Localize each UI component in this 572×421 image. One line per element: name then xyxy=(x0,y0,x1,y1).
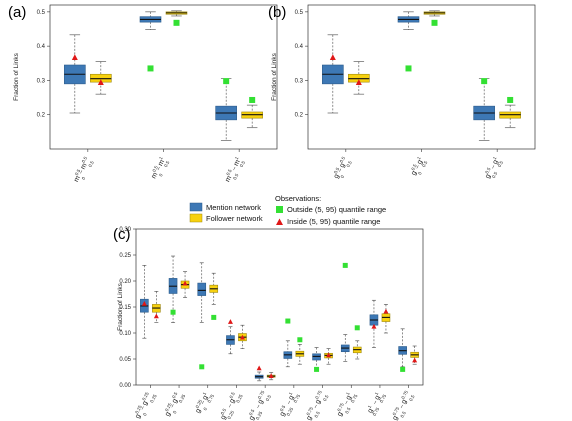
y-tick-label: 0.2 xyxy=(37,113,46,119)
x-tick-label: m0.50 – m0.50.5 xyxy=(71,155,95,185)
observation-outside xyxy=(400,366,406,372)
x-tick-label: m0.50.5 – m10.5 xyxy=(223,155,247,185)
y-tick-label: 0.20 xyxy=(119,279,131,285)
legend-label-inside: Inside (5, 95) quantile range xyxy=(287,217,380,226)
x-tick-label: g0.50.25 – g0.50.25 xyxy=(218,389,244,421)
y-tick-label: 0.05 xyxy=(119,357,131,363)
legend-title: Observations: xyxy=(275,194,321,203)
observation-outside xyxy=(147,65,154,72)
y-tick-label: 0.3 xyxy=(37,78,46,84)
observation-inside xyxy=(227,319,233,324)
legend-label-outside: Outside (5, 95) quantile range xyxy=(287,205,386,214)
observation-outside xyxy=(342,262,348,268)
y-axis-label: Fraction of Links xyxy=(117,282,124,330)
y-tick-label: 0.30 xyxy=(119,227,131,233)
x-tick-label: g0.250 – g0.250.25 xyxy=(132,389,157,421)
legend-label-mention: Mention network xyxy=(206,203,261,212)
x-tick-label: g0.50.5 – g10.5 xyxy=(482,155,504,181)
y-tick-label: 0.10 xyxy=(119,331,131,337)
y-tick-label: 0.25 xyxy=(119,253,131,259)
legend-swatch-mention xyxy=(189,202,203,212)
observation-inside xyxy=(268,373,274,379)
observation-outside xyxy=(173,19,180,26)
observation-inside xyxy=(182,280,188,286)
panel-b: (b) 0.2 0.3 0.4 0.5 Fraction of Links g0.50 – … xyxy=(268,4,536,181)
observation-inside xyxy=(153,313,159,319)
panel-label: (c) xyxy=(113,226,131,243)
legend: Mention network Follower network Observa… xyxy=(189,194,386,226)
observation-outside xyxy=(170,309,176,315)
observation-outside xyxy=(481,78,488,85)
panel-c: (c) 0.00 0.05 0.10 0.15 0.20 0.25 0.30 Fraction … xyxy=(113,226,424,421)
observation-outside xyxy=(199,364,205,370)
x-tick-label: g0.50 – g0.50.5 xyxy=(331,155,353,181)
x-tick-label: g0.750.5 – g10.75 xyxy=(334,389,358,419)
y-tick-label: 0.3 xyxy=(295,78,304,84)
y-axis-label: Fraction of Links xyxy=(271,52,278,100)
x-tick-label: m0.50 – m10.5 xyxy=(149,155,171,182)
x-tick-label: g0.250 – g10.75 xyxy=(193,389,216,416)
observation-inside xyxy=(71,54,78,60)
observation-outside xyxy=(249,96,256,103)
observation-outside xyxy=(314,366,320,372)
panel-label: (a) xyxy=(8,4,26,21)
y-tick-label: 0.4 xyxy=(295,44,304,50)
observation-outside xyxy=(297,337,303,343)
observation-inside xyxy=(371,323,377,329)
x-tick-label: g0.750.5 – g0.750.5 xyxy=(390,389,416,421)
x-tick-label: g10.75 – g10.75 xyxy=(365,389,388,416)
observation-outside xyxy=(211,314,217,320)
y-tick-label: 0.5 xyxy=(295,10,304,16)
plot-frame xyxy=(135,228,424,386)
observation-inside xyxy=(256,365,262,371)
panel-label: (b) xyxy=(268,4,286,21)
observation-outside xyxy=(223,78,230,85)
y-tick-label: 0.2 xyxy=(295,113,304,119)
x-tick-label: g0.250 – g0.50.25 xyxy=(162,389,186,419)
observation-inside xyxy=(239,334,245,340)
x-tick-label: g0.750.5 – g0.750.5 xyxy=(304,389,330,421)
observation-inside xyxy=(383,308,389,314)
y-tick-label: 0.5 xyxy=(37,10,46,16)
y-tick-label: 0.15 xyxy=(119,305,131,311)
observation-inside xyxy=(97,79,104,85)
observation-inside xyxy=(355,79,362,85)
box-mention xyxy=(197,282,207,296)
y-tick-label: 0.00 xyxy=(119,383,131,389)
x-tick-label: g0.50 – g10.5 xyxy=(409,155,430,178)
observation-inside xyxy=(326,352,332,358)
observation-inside xyxy=(329,54,336,60)
panel-a: (a) 0.2 0.3 0.4 0.5 Fraction of Links m0.50 – … xyxy=(8,4,278,185)
x-tick-label: g0.50.25 – g10.75 xyxy=(277,389,301,419)
legend-label-follower: Follower network xyxy=(206,214,263,223)
x-tick-label: g0.50.25 – g0.750.5 xyxy=(246,389,272,421)
legend-marker-inside xyxy=(276,218,283,225)
legend-swatch-follower xyxy=(189,213,203,223)
observation-inside xyxy=(412,357,418,363)
observation-outside xyxy=(405,65,412,72)
observation-outside xyxy=(431,19,438,26)
observation-outside xyxy=(285,318,291,324)
observation-inside xyxy=(141,300,147,306)
y-tick-label: 0.4 xyxy=(37,44,46,50)
observation-outside xyxy=(507,96,514,103)
y-axis-label: Fraction of Links xyxy=(13,52,20,100)
legend-marker-outside xyxy=(276,206,283,213)
observation-outside xyxy=(354,325,360,331)
